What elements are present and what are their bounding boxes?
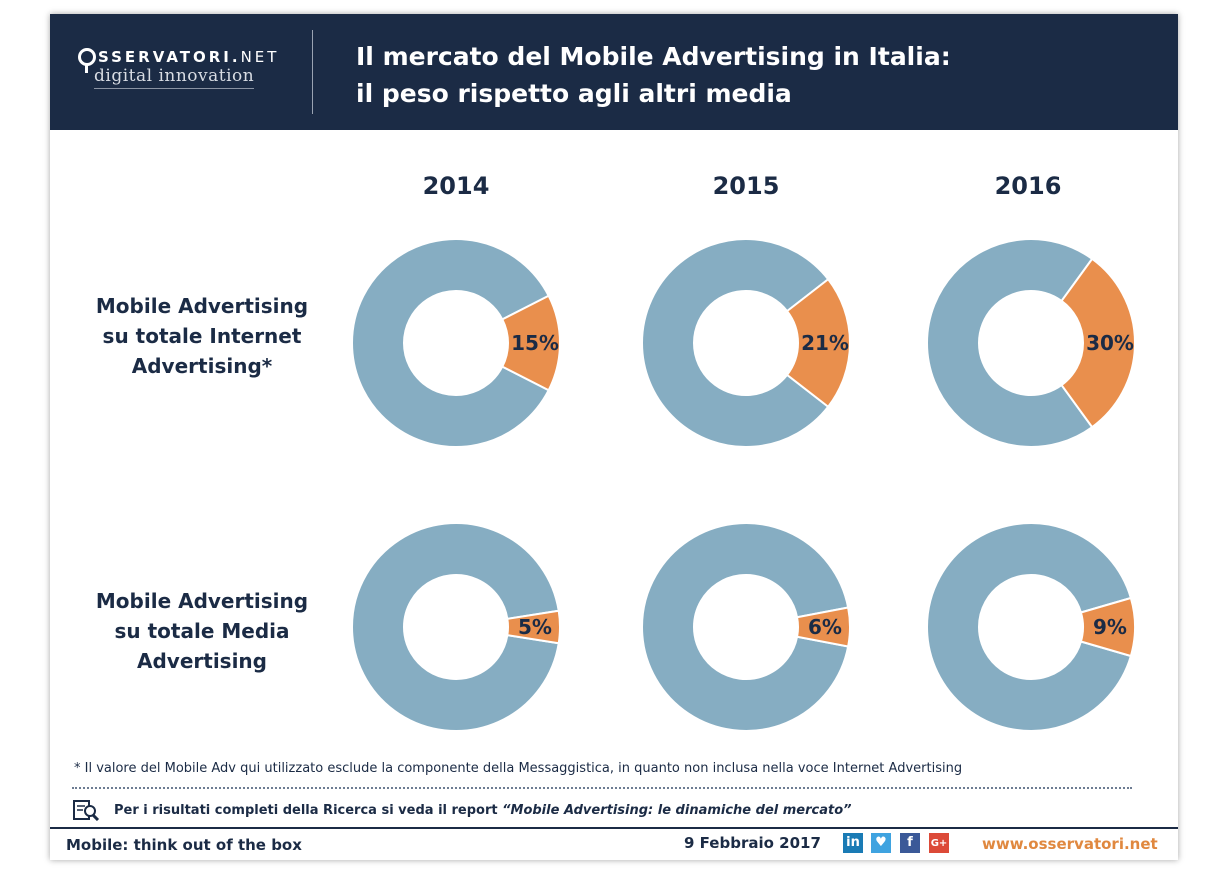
footnote: * Il valore del Mobile Adv qui utilizzat… (74, 761, 963, 776)
donut-slice-other-2015-media (641, 522, 850, 732)
twitter-icon[interactable]: ♥ (871, 833, 891, 853)
row-label-media: Mobile Advertising su totale Media Adver… (95, 589, 309, 673)
report-note: Per i risultati completi della Ricerca s… (72, 799, 852, 821)
donut-slice-mobile-2014-media (506, 609, 561, 645)
donut-value-label-2016-media: 9% (1093, 615, 1127, 639)
header-bar: SSERVATORI.NET digital innovation Il mer… (50, 14, 1178, 130)
footer-tagline: Mobile: think out of the box (66, 836, 302, 854)
pin-icon (78, 48, 96, 73)
facebook-icon[interactable]: f (900, 833, 920, 853)
donut-value-label-2014-media: 5% (518, 615, 552, 639)
donut-slice-other-2016-media (926, 522, 1133, 732)
donut-slice-mobile-2014-internet (500, 294, 561, 392)
row-label-internet: Mobile Advertising su totale Internet Ad… (95, 294, 309, 378)
report-prefix: Per i risultati completi della Ricerca s… (114, 802, 498, 818)
donut-value-label-2014-internet: 15% (511, 331, 559, 355)
linkedin-icon[interactable]: in (843, 833, 863, 853)
report-search-icon (73, 800, 100, 821)
donut-slice-other-2015-internet (641, 238, 830, 448)
donut-slice-other-2014-media (351, 522, 560, 732)
dotted-divider (72, 787, 1132, 789)
donut-slice-mobile-2016-internet (1060, 257, 1136, 429)
donut-slice-other-2016-internet (926, 238, 1094, 448)
header-divider (312, 30, 313, 114)
donut-value-label-2015-media: 6% (808, 615, 842, 639)
logo-brand: SSERVATORI.NET (98, 48, 280, 66)
year-label-2014: 2014 (422, 172, 490, 200)
footer-divider (50, 827, 1178, 829)
logo-subtitle: digital innovation (94, 66, 255, 89)
footer-url-link[interactable]: www.osservatori.net (982, 835, 1158, 853)
year-label-2016: 2016 (994, 172, 1062, 200)
footer-date: 9 Febbraio 2017 (684, 834, 821, 852)
donut-slice-mobile-2015-media (795, 606, 851, 648)
report-title: “Mobile Advertising: le dinamiche del me… (502, 802, 852, 818)
page-title: Il mercato del Mobile Advertising in Ita… (356, 42, 951, 108)
year-label-2015: 2015 (712, 172, 780, 200)
googleplus-icon[interactable]: G+ (929, 833, 949, 853)
donut-charts: 15% 21% 30% 5% 6% 9% (351, 238, 1136, 732)
osservatori-logo[interactable]: SSERVATORI.NET digital innovation (78, 48, 279, 89)
donut-slice-mobile-2016-media (1079, 596, 1136, 658)
donut-slice-other-2014-internet (351, 238, 551, 448)
donut-slice-mobile-2015-internet (785, 277, 851, 409)
infographic-card: SSERVATORI.NET digital innovation Il mer… (50, 14, 1178, 860)
donut-value-label-2016-internet: 30% (1086, 331, 1134, 355)
donut-value-label-2015-internet: 21% (801, 331, 849, 355)
